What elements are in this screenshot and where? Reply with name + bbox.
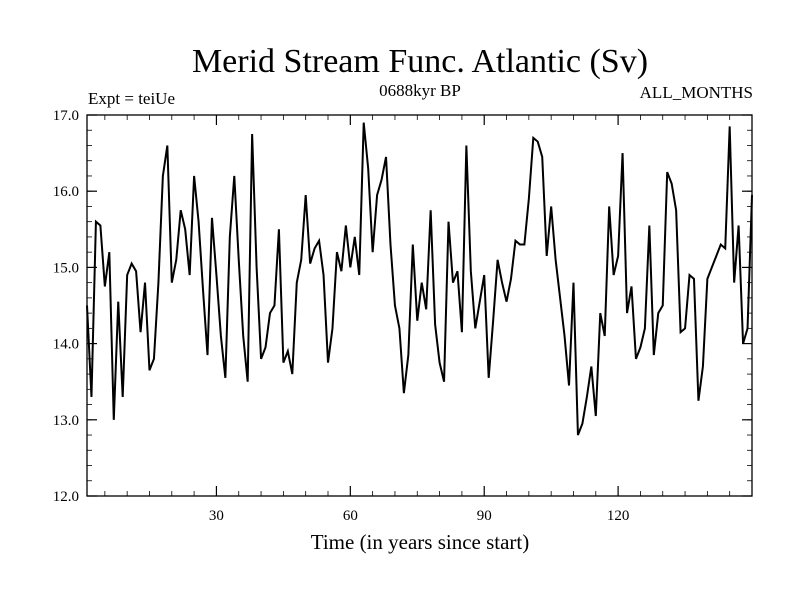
x-tick-label: 30	[209, 508, 224, 524]
x-tick-label: 120	[607, 508, 630, 524]
chart-title: Merid Stream Func. Atlantic (Sv)	[192, 43, 648, 80]
y-tick-label: 14.0	[53, 337, 79, 353]
y-tick-label: 17.0	[53, 108, 79, 124]
months-label: ALL_MONTHS	[640, 83, 753, 102]
x-tick-label: 90	[477, 508, 492, 524]
x-tick-label: 60	[343, 508, 358, 524]
y-tick-label: 16.0	[53, 184, 79, 200]
y-tick-label: 15.0	[53, 260, 79, 276]
series-layer	[86, 122, 753, 436]
period-label: 0688kyr BP	[379, 81, 461, 100]
expt-label: Expt = teiUe	[88, 89, 175, 108]
axis-ticks: 12.0 13.0 14.0 15.0 16.0 17.0 30 60 90 120	[53, 108, 752, 524]
series-line	[86, 122, 753, 436]
x-axis-label: Time (in years since start)	[311, 530, 530, 554]
y-tick-label: 13.0	[53, 413, 79, 429]
y-tick-label: 12.0	[53, 489, 79, 505]
